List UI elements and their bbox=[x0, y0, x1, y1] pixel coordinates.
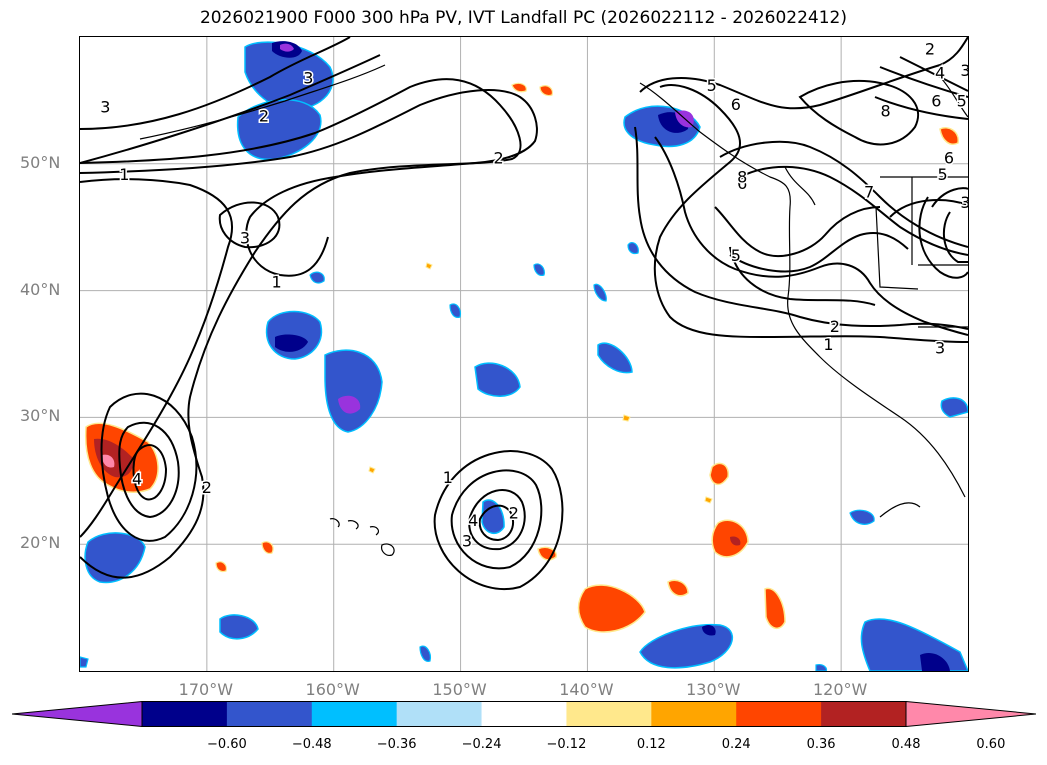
longitude-label: 160°W bbox=[305, 680, 360, 699]
colorbar-segment bbox=[736, 701, 822, 727]
contour-label: 5 bbox=[938, 165, 948, 184]
longitude-label: 170°W bbox=[178, 680, 234, 699]
gridlines bbox=[80, 37, 968, 671]
contour-label: 6 bbox=[731, 95, 741, 114]
pv-negative-anomalies bbox=[80, 41, 968, 671]
colorbar-extension-high bbox=[905, 701, 1036, 727]
contour-label: 2 bbox=[925, 39, 935, 58]
longitude-label: 140°W bbox=[559, 680, 614, 699]
colorbar-tick-label: −0.36 bbox=[376, 737, 417, 752]
latitude-label: 20°N bbox=[20, 533, 61, 553]
contour-label: 2 bbox=[202, 478, 212, 497]
contour-label: 3 bbox=[240, 228, 250, 247]
contour-label: 5 bbox=[707, 76, 717, 95]
colorbar-segment bbox=[396, 701, 483, 727]
contour-label: 6 bbox=[737, 174, 747, 193]
colorbar-segment bbox=[566, 701, 652, 727]
colorbar-tick-label: −0.12 bbox=[546, 737, 587, 752]
contour-label: 2 bbox=[259, 107, 269, 126]
colorbar-segment bbox=[821, 701, 907, 727]
contour-label: 6 bbox=[944, 148, 954, 167]
contour-label: 3 bbox=[960, 61, 968, 80]
contour-label: 4 bbox=[468, 511, 478, 530]
longitude-label: 150°W bbox=[432, 680, 487, 699]
contour-label: 6 bbox=[931, 91, 941, 110]
contour-label: 3 bbox=[100, 98, 110, 117]
contour-label: 2 bbox=[830, 317, 840, 336]
contour-label: 3 bbox=[303, 69, 313, 88]
longitude-label: 120°W bbox=[812, 680, 868, 699]
contour-label: 7 bbox=[864, 183, 874, 202]
contour-label: 5 bbox=[957, 91, 967, 110]
contour-label: 1 bbox=[443, 468, 453, 487]
contour-label: 3 bbox=[935, 339, 945, 358]
colorbar-tick-label: −0.24 bbox=[461, 737, 502, 752]
contour-label: 5 bbox=[731, 246, 741, 265]
colorbar-tick-label: 0.24 bbox=[721, 737, 751, 752]
map-title: 2026021900 F000 300 hPa PV, IVT Landfall… bbox=[199, 8, 847, 28]
contour-label: 8 bbox=[737, 167, 747, 186]
colorbar-segment bbox=[481, 701, 567, 727]
colorbar-segment bbox=[311, 701, 398, 727]
contour-label: 3 bbox=[462, 531, 472, 550]
contour-label: 1 bbox=[823, 335, 833, 354]
colorbar-tick-label: 0.48 bbox=[891, 737, 921, 752]
colorbar bbox=[12, 701, 1036, 727]
latitude-label: 40°N bbox=[20, 279, 61, 299]
colorbar-segment bbox=[226, 701, 313, 727]
ivt-contours bbox=[80, 37, 968, 590]
longitude-label: 130°W bbox=[686, 680, 741, 699]
colorbar-segment bbox=[142, 701, 228, 727]
contour-label: 1 bbox=[119, 165, 129, 184]
latitude-label: 50°N bbox=[20, 152, 61, 172]
colorbar-segment bbox=[651, 701, 737, 727]
contour-label: 4 bbox=[935, 64, 945, 83]
colorbar-extension-low bbox=[12, 701, 143, 727]
colorbar-tick-label: −0.60 bbox=[206, 737, 247, 752]
colorbar-tick-label: 0.60 bbox=[976, 737, 1006, 752]
contour-label: 2 bbox=[509, 504, 519, 523]
latitude-label: 30°N bbox=[20, 406, 61, 426]
colorbar-tick-label: 0.36 bbox=[806, 737, 836, 752]
contour-label: 4 bbox=[132, 469, 142, 488]
contour-label: 1 bbox=[272, 273, 282, 292]
contour-label: 8 bbox=[880, 102, 890, 121]
contour-label: 3 bbox=[960, 193, 968, 212]
contour-label: 2 bbox=[494, 148, 504, 167]
colorbar-tick-label: −0.48 bbox=[291, 737, 332, 752]
colorbar-tick-label: 0.12 bbox=[636, 737, 666, 752]
